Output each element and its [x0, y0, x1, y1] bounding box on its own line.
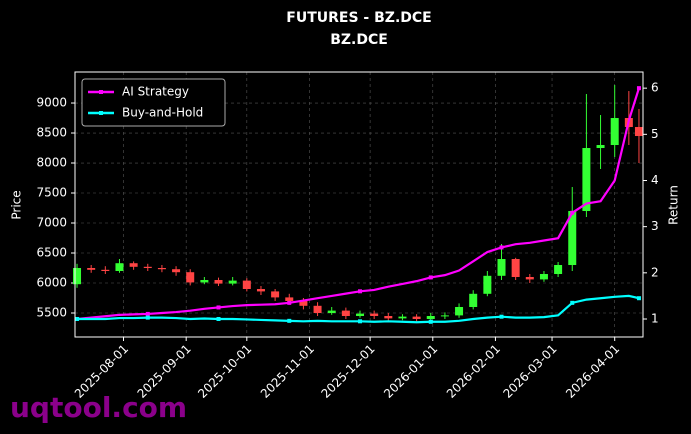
legend-marker [99, 111, 103, 115]
legend-box [81, 78, 226, 127]
line-marker [216, 305, 221, 310]
candle-body [214, 280, 223, 284]
y2-tick-label: 5 [651, 127, 659, 141]
candle-body [483, 275, 492, 294]
x-tick-label: 2026-03-01 [500, 342, 559, 401]
candle-body [398, 316, 407, 319]
line-marker [570, 300, 575, 305]
candle-body [554, 265, 563, 275]
line-marker [358, 289, 363, 294]
line-marker [428, 319, 433, 324]
candle-body [341, 310, 350, 317]
y-axis-label: Price [10, 190, 24, 219]
candle-body [634, 127, 643, 137]
line-marker [499, 314, 504, 319]
candle-body [285, 297, 294, 302]
line-marker [358, 319, 363, 324]
line-marker [75, 316, 80, 321]
plot-frame [74, 71, 644, 338]
y-tick-label: 8500 [36, 126, 67, 140]
legend-label: AI Strategy [122, 85, 189, 99]
line-marker [287, 300, 292, 305]
x-tick-label: 2025-12-01 [318, 342, 377, 401]
chart-title: FUTURES - BZ.DCE [286, 10, 431, 26]
candle-body [73, 268, 82, 285]
line-marker [499, 245, 504, 250]
y-tick-label: 6500 [36, 246, 67, 260]
candle-body [327, 310, 336, 314]
candle-body [200, 280, 209, 283]
return-line [77, 294, 640, 324]
y-tick-label: 8000 [36, 156, 67, 170]
line-marker [636, 296, 641, 301]
candle-body [440, 315, 449, 317]
candle-body [525, 277, 534, 280]
candle-body [370, 313, 379, 317]
y2-tick-label: 6 [651, 81, 659, 95]
y2-axis-label: Return [667, 185, 681, 225]
x-tick-label: 2026-02-01 [444, 342, 503, 401]
legend-label: Buy-and-Hold [122, 106, 203, 120]
candle-body [384, 316, 393, 319]
line-marker [145, 311, 150, 316]
candle-body [186, 272, 195, 283]
y2-tick-label: 4 [651, 173, 659, 187]
x-tick-label: 2025-10-01 [195, 342, 254, 401]
candle-body [412, 316, 421, 320]
watermark: uqtool.com [10, 391, 187, 424]
candle-body [313, 305, 322, 314]
x-tick-label: 2025-11-01 [258, 342, 317, 401]
legend-marker [99, 90, 103, 94]
y-tick-label: 6000 [36, 276, 67, 290]
candle-body [242, 280, 251, 290]
line-marker [428, 275, 433, 280]
candle-body [172, 269, 181, 273]
y-tick-label: 9000 [36, 96, 67, 110]
y2-tick-label: 1 [651, 311, 659, 325]
y-tick-label: 7500 [36, 186, 67, 200]
line-marker [570, 210, 575, 215]
candle-body [596, 145, 605, 149]
candle-body [426, 316, 435, 320]
candle-body [228, 280, 237, 284]
candle-body [87, 268, 96, 270]
line-marker [145, 315, 150, 320]
candle-body [256, 289, 265, 292]
y-tick-label: 7000 [36, 216, 67, 230]
line-marker [636, 86, 641, 91]
candle-body [497, 259, 506, 276]
candle-body [469, 293, 478, 308]
line-marker [216, 316, 221, 321]
candle-body [271, 291, 280, 298]
y-tick-label: 5500 [36, 306, 67, 320]
candle-body [356, 313, 365, 317]
candle-body [582, 148, 591, 212]
line-marker [287, 318, 292, 323]
y2-tick-label: 2 [651, 265, 659, 279]
candle-body [157, 268, 166, 270]
y2-tick-label: 3 [651, 219, 659, 233]
candle-body [511, 259, 520, 278]
candle-body [610, 118, 619, 146]
candle-body [299, 301, 308, 306]
candle-body [455, 307, 464, 316]
candle-body [143, 266, 152, 269]
x-tick-label: 2026-01-01 [381, 342, 440, 401]
x-tick-label: 2026-04-01 [563, 342, 622, 401]
candle-body [115, 263, 124, 272]
candle-body [539, 274, 548, 280]
chart-subtitle: BZ.DCE [330, 32, 388, 48]
candle-body [568, 211, 577, 266]
candle-body [101, 269, 110, 272]
candle-body [129, 263, 138, 267]
